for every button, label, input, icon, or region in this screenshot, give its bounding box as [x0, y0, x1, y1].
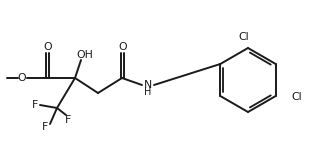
Text: OH: OH	[77, 50, 93, 60]
Text: F: F	[32, 100, 38, 110]
Text: O: O	[43, 42, 52, 52]
Text: Cl: Cl	[239, 32, 249, 42]
Text: F: F	[42, 122, 48, 132]
Text: N: N	[144, 80, 152, 90]
Text: O: O	[18, 73, 26, 83]
Text: O: O	[118, 42, 127, 52]
Text: F: F	[65, 115, 71, 125]
Text: H: H	[144, 87, 152, 97]
Text: Cl: Cl	[292, 92, 302, 102]
